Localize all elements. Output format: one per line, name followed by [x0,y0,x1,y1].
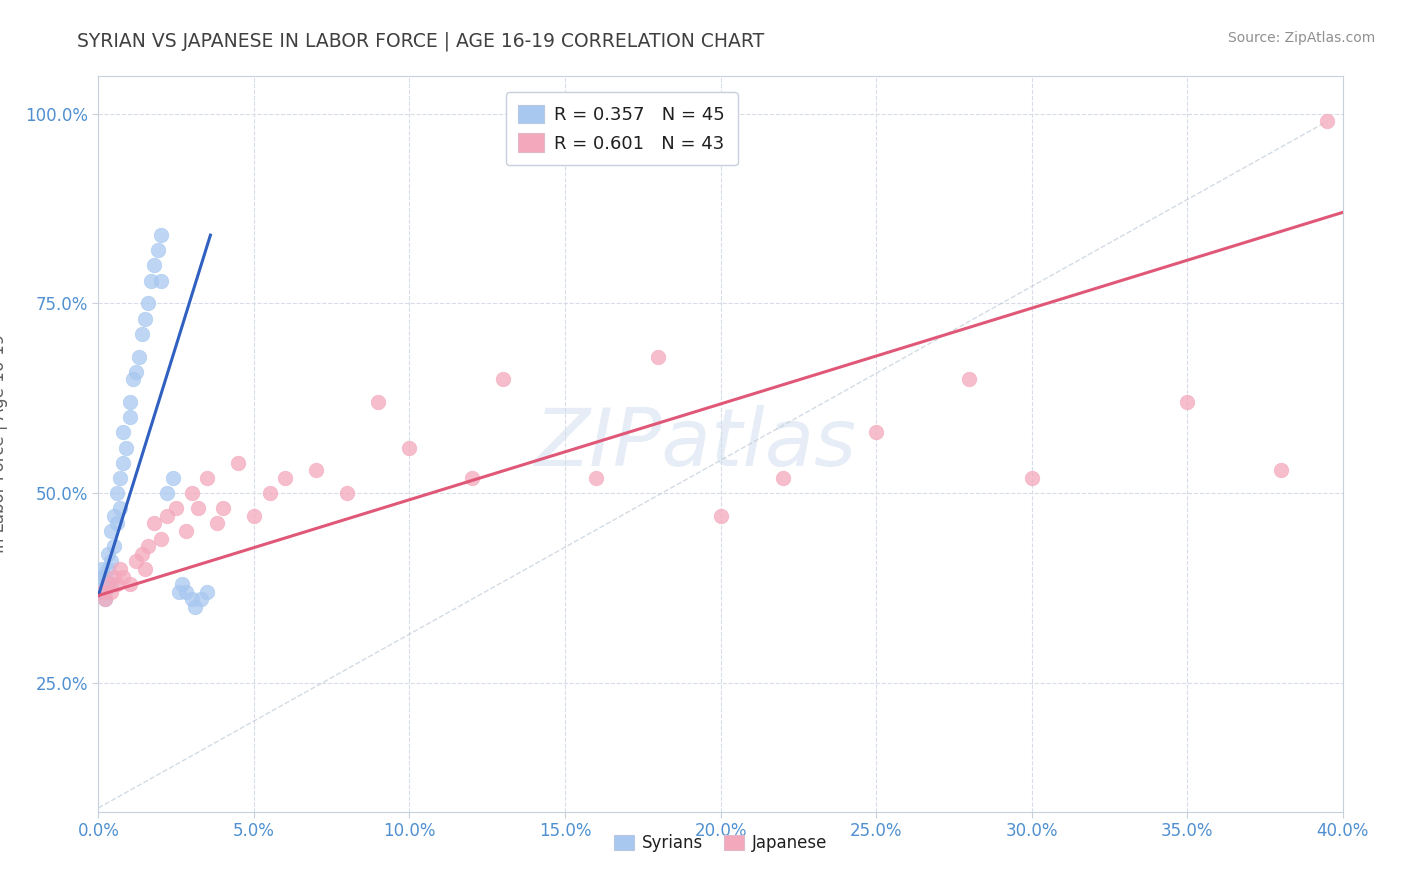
Point [103,508,125,523]
Point [112,456,135,470]
Point [367,395,389,409]
Point [93,592,115,607]
Point [131,547,153,561]
Point [149,228,172,243]
Point [93,577,115,591]
Point [105,486,128,500]
Point [959,372,981,386]
Text: ZIPatlas: ZIPatlas [534,405,856,483]
Point [492,372,515,386]
Point [125,554,148,568]
Point [165,501,187,516]
Point [100,577,122,591]
Point [305,463,328,477]
Point [187,501,209,516]
Point [143,259,166,273]
Point [143,516,166,531]
Point [865,425,887,440]
Point [1270,463,1292,477]
Point [141,274,163,288]
Point [169,584,191,599]
Point [710,508,733,523]
Point [184,599,207,614]
Point [108,501,131,516]
Point [156,508,179,523]
Point [162,471,184,485]
Point [772,471,794,485]
Point [118,577,141,591]
Text: Source: ZipAtlas.com: Source: ZipAtlas.com [1227,31,1375,45]
Point [211,501,233,516]
Point [149,274,172,288]
Point [172,577,194,591]
Point [136,539,159,553]
Point [115,441,138,455]
Point [128,350,150,364]
Point [149,532,172,546]
Point [243,508,266,523]
Point [190,592,212,607]
Point [90,562,112,576]
Point [156,486,179,500]
Point [100,554,122,568]
Point [97,577,120,591]
Point [100,584,122,599]
Point [274,471,297,485]
Point [93,592,115,607]
Point [259,486,281,500]
Point [90,577,112,591]
Point [97,547,120,561]
Point [398,441,420,455]
Point [205,516,228,531]
Y-axis label: In Labor Force | Age 16-19: In Labor Force | Age 16-19 [0,334,8,553]
Point [121,372,143,386]
Point [1175,395,1198,409]
Point [112,425,135,440]
Point [647,350,669,364]
Point [195,471,218,485]
Point [228,456,250,470]
Point [90,569,112,583]
Point [108,562,131,576]
Point [103,569,125,583]
Point [336,486,359,500]
Point [180,592,202,607]
Legend: Syrians, Japanese: Syrians, Japanese [607,827,834,859]
Point [90,584,112,599]
Point [1316,114,1339,128]
Point [131,326,153,341]
Point [1021,471,1043,485]
Point [108,471,131,485]
Point [585,471,607,485]
Point [174,584,197,599]
Point [105,516,128,531]
Text: SYRIAN VS JAPANESE IN LABOR FORCE | AGE 16-19 CORRELATION CHART: SYRIAN VS JAPANESE IN LABOR FORCE | AGE … [77,31,765,51]
Point [118,410,141,425]
Point [146,244,169,258]
Point [97,577,120,591]
Point [93,584,115,599]
Point [125,365,148,379]
Point [97,562,120,576]
Point [100,524,122,538]
Point [134,562,156,576]
Point [112,569,135,583]
Point [118,395,141,409]
Point [103,539,125,553]
Point [460,471,484,485]
Point [93,569,115,583]
Point [134,311,156,326]
Point [90,584,112,599]
Point [105,577,128,591]
Point [195,584,218,599]
Point [136,296,159,310]
Point [180,486,202,500]
Point [174,524,197,538]
